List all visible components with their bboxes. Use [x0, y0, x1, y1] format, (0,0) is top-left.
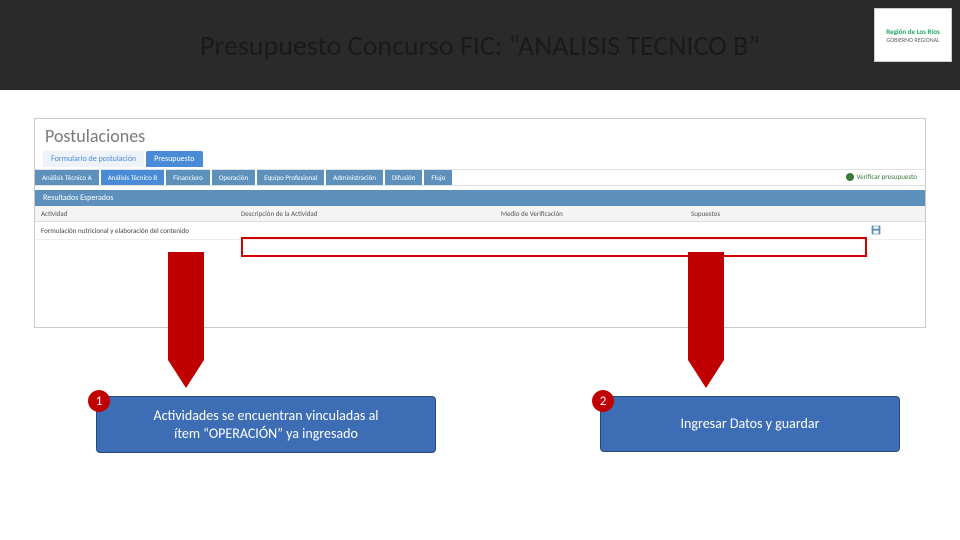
panel-title: Postulaciones: [35, 119, 925, 151]
col-actions: [865, 206, 925, 221]
arrow-1-stem: [168, 252, 204, 360]
section-bar: Resultados Esperados: [35, 190, 925, 206]
verify-budget-link[interactable]: Verificar presupuesto: [846, 172, 917, 181]
logo-line1: Región de Los Ríos: [886, 27, 940, 36]
subtab-admin[interactable]: Administración: [326, 170, 384, 185]
verify-label: Verificar presupuesto: [856, 172, 917, 181]
tab-presupuesto[interactable]: Presupuesto: [146, 151, 202, 167]
arrow-2-head: [688, 360, 724, 388]
tab-formulario[interactable]: Formulario de postulación: [43, 151, 144, 167]
subtab-financiero[interactable]: Financiero: [166, 170, 211, 185]
table-header: Actividad Descripción de la Actividad Me…: [35, 206, 925, 222]
region-logo: Región de Los Ríos GOBIERNO REGIONAL: [874, 8, 952, 62]
subtab-analisis-b[interactable]: Análisis Técnico B: [101, 170, 165, 185]
callout-1: Actividades se encuentran vinculadas al …: [96, 396, 436, 453]
cell-supuestos[interactable]: [685, 229, 865, 233]
callout-1-line1: Actividades se encuentran vinculadas al: [154, 407, 379, 424]
highlight-box: [241, 237, 867, 257]
subtab-operacion[interactable]: Operación: [212, 170, 256, 185]
badge-2: 2: [592, 390, 614, 412]
table-row: Formulación nutricional y elaboración de…: [35, 222, 925, 240]
col-descripcion: Descripción de la Actividad: [235, 206, 495, 221]
save-icon[interactable]: [871, 225, 881, 235]
arrow-1-head: [168, 360, 204, 388]
callout-2-line1: Ingresar Datos y guardar: [681, 415, 820, 432]
slide-header: Presupuesto Concurso FIC: “ANALISIS TECN…: [0, 0, 960, 90]
cell-save: [865, 223, 925, 239]
col-supuestos: Supuestos: [685, 206, 865, 221]
badge-1: 1: [88, 390, 110, 412]
slide-title: Presupuesto Concurso FIC: “ANALISIS TECN…: [200, 28, 760, 63]
col-actividad: Actividad: [35, 206, 235, 221]
cell-actividad: Formulación nutricional y elaboración de…: [35, 224, 235, 237]
arrow-2-stem: [688, 252, 724, 360]
cell-medio[interactable]: [495, 229, 685, 233]
subtab-difusion[interactable]: Difusión: [385, 170, 423, 185]
col-medio: Medio de Verificación: [495, 206, 685, 221]
callout-1-line2: ítem “OPERACIÓN” ya ingresado: [174, 425, 358, 442]
check-icon: [846, 173, 854, 181]
sub-tabs: Análisis Técnico A Análisis Técnico B Fi…: [35, 169, 925, 186]
logo-line2: GOBIERNO REGIONAL: [886, 36, 939, 44]
subtab-analisis-a[interactable]: Análisis Técnico A: [35, 170, 100, 185]
callout-2: Ingresar Datos y guardar: [600, 396, 900, 452]
cell-descripcion[interactable]: [235, 229, 495, 233]
subtab-flujo[interactable]: Flujo: [424, 170, 453, 185]
subtab-equipo[interactable]: Equipo Profesional: [257, 170, 325, 185]
top-tabs: Formulario de postulación Presupuesto: [35, 151, 925, 167]
